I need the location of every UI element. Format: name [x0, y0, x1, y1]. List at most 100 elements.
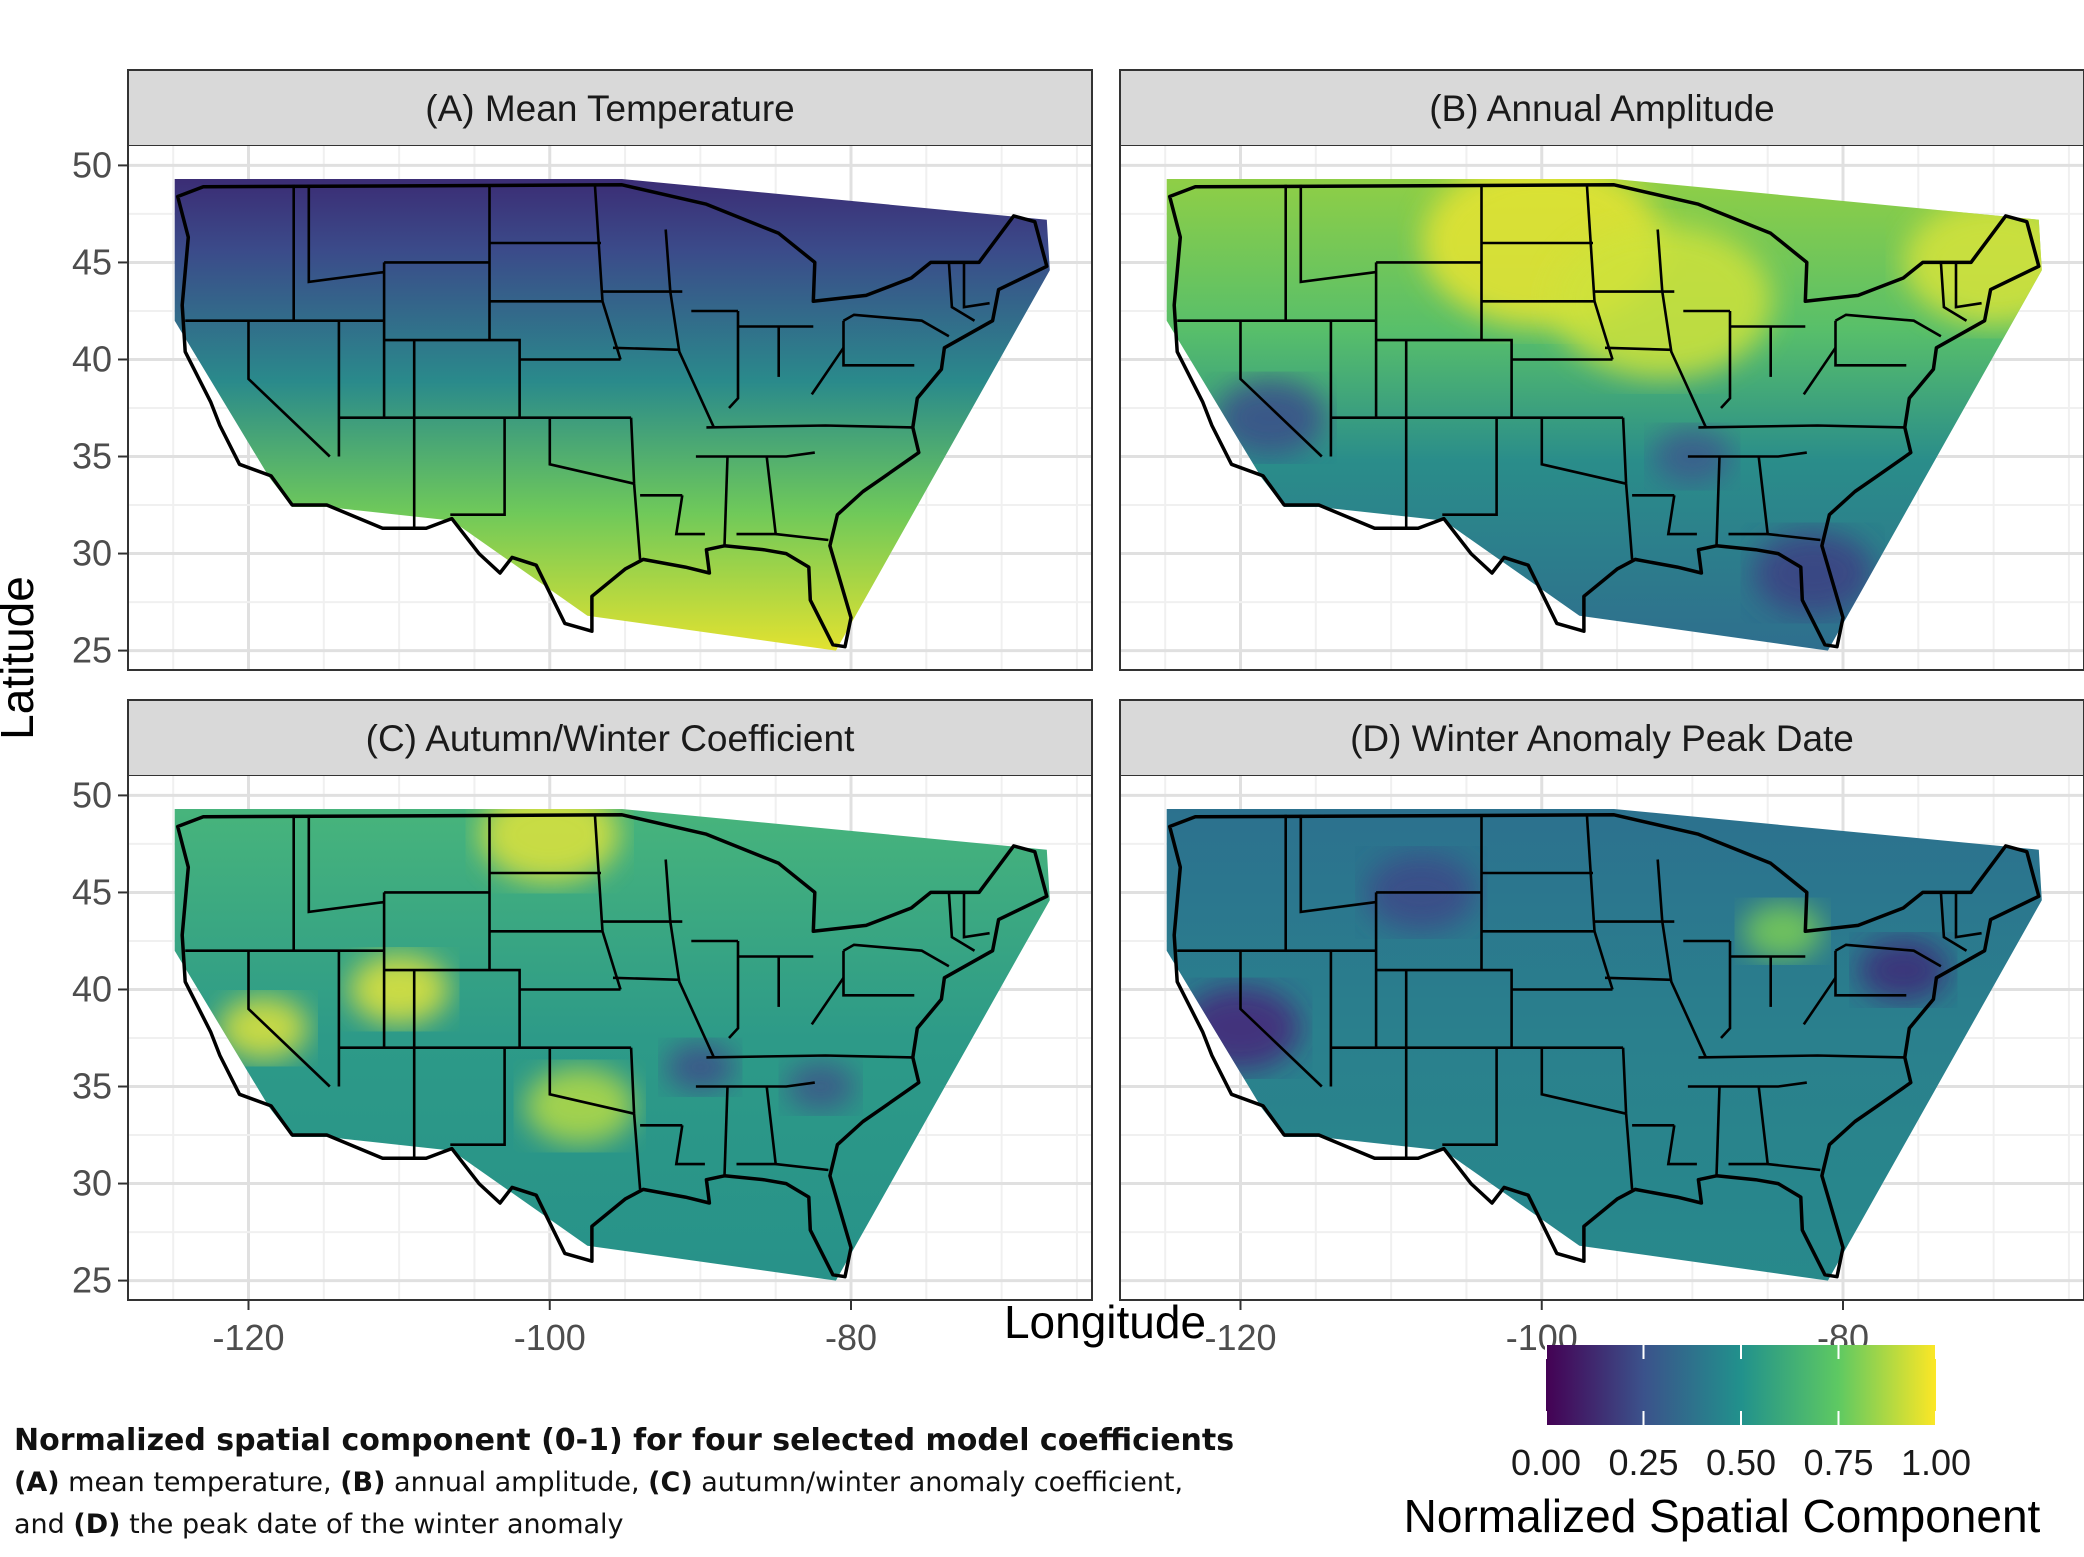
x-tick-label: -100: [514, 1317, 586, 1358]
state-border: [842, 950, 915, 997]
state-border: [1666, 495, 1697, 536]
state-border: [307, 184, 385, 284]
y-tick-label: 35: [72, 436, 112, 477]
state-border: [1656, 859, 1708, 1058]
state-border: [384, 968, 521, 1048]
state-border: [775, 532, 829, 542]
country-outline: [1167, 183, 2041, 649]
state-border: [962, 262, 990, 309]
state-border: [723, 1086, 729, 1176]
caption-text-a: mean temperature,: [59, 1467, 341, 1498]
heatmap-spot: [665, 1042, 736, 1092]
state-border: [1656, 229, 1708, 428]
state-border: [695, 1081, 815, 1088]
state-border: [1621, 1047, 1634, 1190]
country-outline: [175, 183, 1049, 649]
colorbar-ticks: 0.00 0.25 0.50 0.75 1.00: [1511, 1345, 1971, 1483]
state-border: [1540, 1047, 1627, 1115]
panel-strip: [127, 69, 1093, 147]
x-tick-label: -120: [212, 1317, 284, 1358]
panel-strip: [1119, 699, 2084, 777]
colorbar-legend: 0.00 0.25 0.50 0.75 1.00 Normalized Spatial …: [1404, 1345, 2041, 1542]
state-border: [728, 941, 740, 1039]
state-border: [1442, 1047, 1498, 1146]
panel-d: (D) Winter Anomaly Peak Date: [1119, 699, 2084, 1301]
panel-title: (D) Winter Anomaly Peak Date: [1350, 718, 1854, 759]
state-border: [1666, 1125, 1697, 1166]
state-border: [1604, 976, 1672, 982]
state-border: [842, 320, 915, 367]
state-border: [1767, 1162, 1821, 1172]
panel-a: (A) Mean Temperature: [127, 69, 1093, 671]
state-border: [1604, 346, 1672, 352]
state-border: [1939, 262, 1968, 322]
colorbar-tick-label: 0.75: [1803, 1442, 1873, 1483]
state-border: [1687, 1081, 1807, 1088]
state-border: [247, 950, 331, 1088]
state-border: [842, 943, 950, 968]
state-border: [723, 456, 729, 546]
state-border: [1834, 320, 1907, 367]
facet-panels: (A) Mean Temperature (B) Annual Amplitude…: [127, 69, 2084, 1301]
state-border: [1715, 456, 1721, 546]
heatmap-spot: [1742, 903, 1823, 960]
y-tick-label: 45: [72, 241, 112, 282]
state-border: [450, 417, 506, 516]
colorbar-title: Normalized Spatial Component: [1404, 1490, 2041, 1542]
state-border: [548, 1047, 635, 1115]
y-tick-label: 30: [72, 533, 112, 574]
y-tick-label: 35: [72, 1066, 112, 1107]
heatmap-spot: [479, 809, 620, 884]
colorbar-tick-label: 0.50: [1706, 1442, 1776, 1483]
y-tick-label: 25: [72, 1260, 112, 1301]
y-tick-label: 45: [72, 871, 112, 912]
figure-caption: Normalized spatial component (0-1) for f…: [14, 1420, 1314, 1546]
heatmap-spot: [349, 954, 450, 1025]
caption-line-2: and (D) the peak date of the winter anom…: [14, 1504, 1314, 1546]
x-tick-label: -80: [825, 1317, 877, 1358]
state-border: [1720, 941, 1732, 1039]
panel-border: [1119, 69, 2084, 671]
colorbar-tick-label: 0.00: [1511, 1442, 1581, 1483]
state-border: [1239, 950, 1323, 1088]
state-border: [247, 320, 331, 458]
state-border: [1802, 977, 1837, 1026]
state-border: [810, 977, 845, 1026]
state-border: [1299, 814, 1377, 914]
state-border: [1239, 320, 1323, 458]
y-tick-label: 50: [72, 774, 112, 815]
state-borders: [185, 814, 990, 1190]
state-border: [1720, 311, 1732, 409]
caption-text-and: and: [14, 1509, 74, 1540]
state-border: [664, 859, 716, 1058]
panel-title: (B) Annual Amplitude: [1429, 88, 1775, 129]
caption-title: Normalized spatial component (0-1) for f…: [14, 1423, 1235, 1458]
panel-title: (C) Autumn/Winter Coefficient: [366, 718, 855, 759]
state-border: [664, 229, 716, 428]
state-border: [1698, 424, 1905, 429]
state-border: [1376, 968, 1513, 1048]
state-border: [674, 1125, 705, 1166]
x-axis-title: Longitude: [1004, 1296, 1206, 1348]
x-tick-label: -120: [1204, 1317, 1276, 1358]
panel-title: (A) Mean Temperature: [425, 88, 794, 129]
state-border: [612, 976, 680, 982]
y-tick-label: 30: [72, 1163, 112, 1204]
state-border: [450, 1047, 506, 1146]
state-border: [384, 338, 521, 418]
state-border: [810, 347, 845, 396]
heatmap-spot: [1215, 379, 1326, 457]
state-border: [706, 1054, 913, 1059]
country-outline: [175, 813, 1049, 1279]
state-border: [947, 892, 976, 952]
caption-label-c: (C): [648, 1467, 693, 1498]
state-border: [1540, 417, 1627, 485]
state-borders: [185, 184, 990, 560]
panel-border: [127, 699, 1093, 1301]
state-border: [593, 814, 622, 990]
state-border: [593, 184, 622, 360]
state-border: [1834, 313, 1942, 338]
state-border: [1621, 417, 1634, 560]
state-border: [1834, 943, 1942, 968]
state-border: [629, 417, 642, 560]
